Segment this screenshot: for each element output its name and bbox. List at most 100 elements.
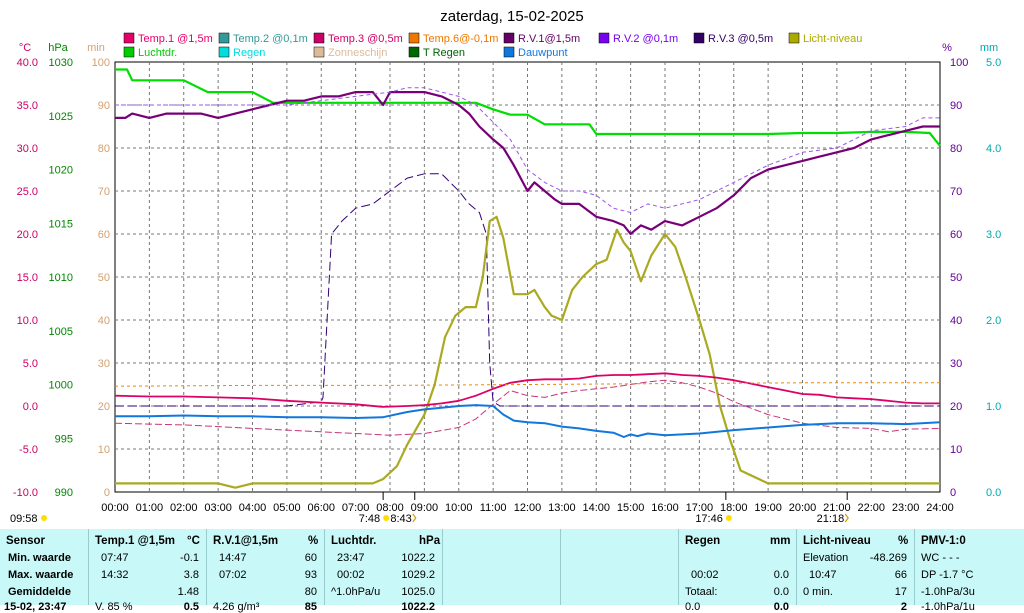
x-tick-label: 20:00 (789, 502, 817, 514)
temp-tick-label: 35.0 (17, 100, 38, 112)
percent-tick-label: 40 (950, 315, 962, 327)
x-tick-label: 07:00 (342, 502, 370, 514)
temp-tick-label: -10.0 (13, 487, 38, 499)
stats-temp1-min-value: -0.1 (180, 552, 199, 564)
stats-sensor-header: Sensor (6, 535, 45, 547)
stats-rain-column: Regen mm 00:02 0.0 Totaal: 0.0 0.0 0.0 (678, 529, 797, 613)
temp-tick-label: 15.0 (17, 272, 38, 284)
stats-empty-column-1 (442, 529, 561, 605)
weather-chart: zaterdag, 15-02-2025 Temp.1 @1,5m Temp.2 … (10, 8, 1001, 525)
percent-tick-label: 30 (950, 358, 962, 370)
x-tick-label: 15:00 (617, 502, 645, 514)
percent-tick-label: 10 (950, 444, 962, 456)
x-tick-label: 00:00 (101, 502, 129, 514)
legend-swatch (503, 46, 515, 58)
stats-light-max-value: 66 (894, 569, 907, 581)
pressure-tick-label: 1005 (49, 326, 73, 338)
pressure-tick-label: 1015 (49, 218, 73, 230)
temp-tick-label: 10.0 (17, 315, 38, 327)
minutes-tick-label: 50 (98, 272, 110, 284)
pressure-tick-label: 1030 (49, 57, 73, 69)
legend-label: Temp.1 @1,5m (138, 33, 213, 45)
pressure-tick-label: 1010 (49, 272, 73, 284)
minutes-tick-label: 10 (98, 444, 110, 456)
x-tick-label: 13:00 (548, 502, 576, 514)
x-tick-label: 05:00 (273, 502, 301, 514)
x-tick-label: 02:00 (170, 502, 198, 514)
stats-sensor-column: Sensor Min. waarde Max. waarde Gemiddeld… (0, 529, 88, 613)
legend-label: Regen (233, 47, 265, 59)
stats-rain-note: 0.0 (685, 601, 701, 613)
stats-pressure-column: Luchtdr. hPa 23:47 1022.2 00:02 1029.2 ^… (324, 529, 443, 613)
stats-rain-max-time: 00:02 (691, 569, 719, 581)
stats-temp1-unit: °C (187, 535, 200, 547)
stats-light-elevation-label: Elevation (803, 552, 849, 564)
percent-tick-label: 100 (950, 57, 968, 69)
stats-pmv-column: PMV-1:0 WC - - - DP -1.7 °C -1.0hPa/3u -… (914, 529, 1024, 613)
series-line-dauwpunt (115, 404, 941, 438)
stats-rain-total-label: Totaal: (685, 586, 718, 598)
temp-axis-unit: °C (19, 42, 31, 54)
legend-label: R.V.2 @0,1m (613, 33, 678, 45)
series-line-r-v-2-0-1m (115, 87, 940, 213)
rain_mm-tick-label: 5.0 (986, 57, 1001, 69)
minutes-axis-unit: min (87, 42, 105, 54)
stats-pmv-header: PMV-1:0 (921, 535, 966, 547)
stats-light-unit: % (898, 535, 909, 547)
legend-label: R.V.3 @0,5m (708, 33, 773, 45)
stats-pmv-trend-1h: -1.0hPa/1u (921, 601, 975, 613)
pressure-tick-label: 990 (55, 487, 73, 499)
stats-rv1-min-value: 60 (304, 552, 317, 564)
time-marker-label: 8:43 (390, 513, 411, 525)
rain_mm-tick-label: 1.0 (986, 401, 1001, 413)
minutes-tick-label: 0 (104, 487, 110, 499)
legend-label: Licht-niveau (803, 33, 862, 45)
rain_mm-tick-label: 3.0 (986, 229, 1001, 241)
stats-min-label: Min. waarde (8, 552, 71, 564)
stats-rv1-note: 4.26 g/m³ (213, 601, 260, 613)
x-tick-label: 03:00 (204, 502, 232, 514)
data-series (114, 68, 941, 489)
stats-pmv-trend-3h: -1.0hPa/3u (921, 586, 975, 598)
rain-axis-unit: mm (980, 42, 998, 54)
pressure-tick-label: 1000 (49, 380, 73, 392)
moon-rise-icon (412, 513, 417, 523)
minutes-tick-label: 100 (92, 57, 110, 69)
stats-max-label: Max. waarde (8, 569, 74, 581)
legend-swatch (598, 32, 610, 44)
minutes-tick-label: 90 (98, 100, 110, 112)
stats-rv1-max-value: 93 (304, 569, 317, 581)
time-marker-label: 7:48 (359, 513, 380, 525)
legend-label: Temp.6@-0,1m (423, 33, 498, 45)
series-line-luchtdr- (115, 68, 941, 147)
stats-rv1-header: R.V.1@1,5m (213, 535, 279, 547)
stats-light-max-time: 10:47 (809, 569, 837, 581)
stats-pmv-wc: WC - - - (921, 552, 960, 564)
legend-label: R.V.1@1,5m (518, 33, 580, 45)
rain_mm-tick-label: 4.0 (986, 143, 1001, 155)
time-marker-label: 17:46 (695, 513, 723, 525)
stats-light-elevation-value: -48.269 (869, 552, 907, 564)
x-tick-label: 14:00 (582, 502, 610, 514)
minutes-tick-label: 30 (98, 358, 110, 370)
axis-ticks: 00:00 01:00 02:00 03:00 04:00 05:00 06:00 07:00… (13, 57, 1001, 514)
x-tick-label: 12:00 (514, 502, 542, 514)
minutes-tick-label: 80 (98, 143, 110, 155)
stats-rv1-column: R.V.1@1,5m % 14:47 60 07:02 93 80 4.26 g… (206, 529, 325, 613)
minutes-tick-label: 70 (98, 186, 110, 198)
percent-axis-unit: % (942, 42, 952, 54)
percent-tick-label: 70 (950, 186, 962, 198)
stats-temp1-column: Temp.1 @1,5m °C 07:47 -0.1 14:32 3.8 1.4… (88, 529, 207, 613)
x-tick-label: 04:00 (239, 502, 267, 514)
legend-label: Temp.3 @0,5m (328, 33, 403, 45)
percent-tick-label: 60 (950, 229, 962, 241)
stats-rain-max-value: 0.0 (773, 569, 789, 581)
legend-swatch (313, 32, 325, 44)
stats-current-label: 15-02, 23:47 (4, 601, 67, 613)
legend-label: Luchtdr. (138, 47, 177, 59)
series-line-r-v-1-1-5m (115, 91, 940, 236)
sunrise-icon (383, 515, 390, 521)
stats-pressure-avg-value: 1025.0 (401, 586, 435, 598)
stats-temp1-avg-value: 1.48 (177, 586, 199, 598)
legend-swatch (693, 32, 705, 44)
